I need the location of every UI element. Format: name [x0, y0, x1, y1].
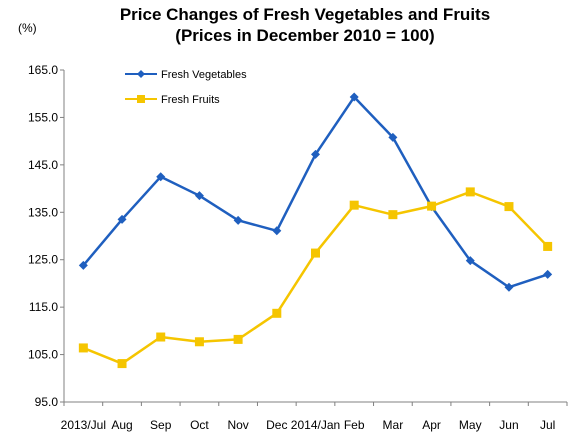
x-tick-label: Nov	[227, 418, 248, 432]
legend-vegetables-label: Fresh Vegetables	[161, 69, 247, 81]
data-point	[272, 308, 282, 318]
x-tick-label: Jun	[499, 418, 518, 432]
data-point	[543, 241, 553, 251]
data-point	[465, 187, 475, 197]
legend-fruits-marker	[137, 95, 145, 103]
data-point	[349, 200, 359, 210]
data-point	[504, 282, 514, 292]
x-tick-label: Dec	[266, 418, 287, 432]
data-point	[117, 359, 127, 369]
series-line	[82, 95, 549, 289]
data-point	[272, 226, 282, 236]
data-point	[465, 256, 475, 266]
y-tick-label: 155.0	[28, 110, 58, 124]
legend-vegetables-marker	[137, 70, 145, 78]
data-point	[156, 172, 166, 182]
y-tick-label: 95.0	[35, 395, 59, 409]
data-point	[311, 248, 320, 258]
series-layer	[78, 92, 553, 369]
chart-subtitle: (Prices in December 2010 = 100)	[175, 26, 434, 45]
y-tick-label: 145.0	[28, 158, 58, 172]
y-axis-ticks: 95.0 105.0 115.0 125.0 135.0 145.0 155.0 165.0	[28, 63, 64, 409]
series-line	[82, 190, 549, 365]
chart-title: Price Changes of Fresh Vegetables and Fr…	[120, 5, 490, 24]
data-point	[194, 191, 204, 201]
x-tick-label: 2014/Jan	[291, 418, 340, 432]
y-tick-label: 105.0	[28, 348, 58, 362]
series-vegetables	[78, 92, 553, 292]
legend-item-fruits: Fresh Fruits	[125, 94, 220, 106]
x-tick-label: Apr	[422, 418, 441, 432]
x-tick-label: May	[459, 418, 482, 432]
data-point	[388, 210, 398, 220]
x-tick-label: 2013/Jul	[61, 418, 106, 432]
y-axis-unit-label: (%)	[18, 21, 37, 35]
data-point	[388, 132, 398, 142]
data-point	[117, 214, 127, 224]
y-tick-label: 135.0	[28, 205, 58, 219]
data-point	[311, 149, 320, 159]
data-point	[233, 215, 243, 225]
series-fruits	[78, 187, 553, 369]
data-point	[349, 92, 359, 102]
data-point	[427, 201, 437, 211]
data-point	[233, 334, 243, 344]
legend-fruits-label: Fresh Fruits	[161, 94, 220, 106]
y-tick-label: 125.0	[28, 253, 58, 267]
data-point	[543, 269, 553, 279]
x-axis-ticks: 2013/Jul Aug Sep Oct Nov Dec 2014/Jan Feb Mar Apr…	[61, 402, 568, 432]
legend-item-vegetables: Fresh Vegetables	[125, 69, 247, 81]
y-tick-label: 115.0	[29, 300, 58, 314]
x-tick-label: Mar	[383, 418, 404, 432]
data-point	[504, 202, 514, 212]
x-tick-label: Aug	[111, 418, 132, 432]
x-tick-label: Feb	[344, 418, 365, 432]
x-tick-label: Jul	[540, 418, 555, 432]
y-tick-label: 165.0	[28, 63, 58, 77]
legend: Fresh Vegetables Fresh Fruits	[125, 69, 247, 106]
data-point	[194, 337, 204, 347]
x-tick-label: Sep	[150, 418, 172, 432]
axes	[63, 70, 567, 403]
data-point	[156, 332, 166, 342]
data-point	[78, 260, 88, 270]
x-tick-label: Oct	[190, 418, 209, 432]
data-point	[78, 343, 88, 353]
